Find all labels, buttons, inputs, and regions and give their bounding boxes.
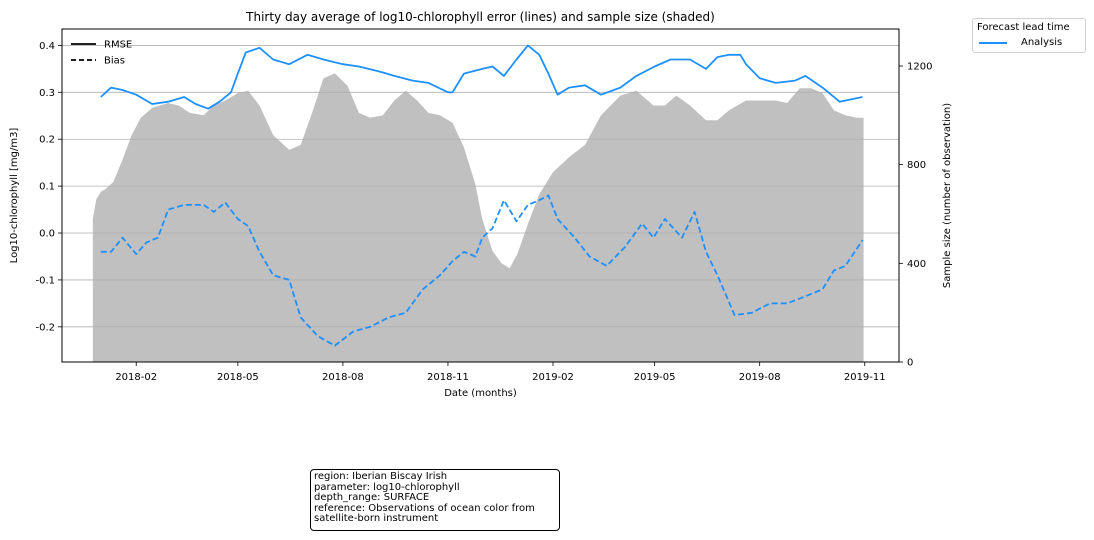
chart-title: Thirty day average of log10-chlorophyll … [245, 10, 715, 24]
info-depth-range: depth_range: SURFACE [314, 492, 430, 504]
x-tick-label: 2019-11 [844, 372, 886, 383]
y-tick-label: 0.2 [39, 135, 55, 146]
x-tick-label: 2018-05 [217, 372, 259, 383]
y-right-tick-label: 1200 [907, 62, 932, 73]
sample-size-area [92, 73, 864, 363]
x-tick-label: 2019-05 [634, 372, 676, 383]
lead-time-legend: Forecast lead time Analysis [972, 18, 1086, 53]
rmse-line [100, 44, 863, 110]
y-axis-label: Log10-chlorophyll [mg/m3] [9, 128, 20, 264]
x-tick-label: 2019-08 [739, 372, 781, 383]
y-tick-label: 0.4 [39, 41, 55, 52]
legend-title: Forecast lead time [977, 22, 1070, 33]
style-legend-bias-label: Bias [104, 56, 125, 67]
info-parameter: parameter: log10-chlorophyll [314, 481, 460, 493]
info-reference-line2: satellite-born instrument [314, 513, 439, 525]
plot-frame [61, 28, 900, 363]
info-region: region: Iberian Biscay Irish [314, 471, 448, 482]
y-right-axis-label: Sample size (number of observation) [942, 103, 953, 288]
x-tick-label: 2019-02 [532, 372, 574, 383]
legend-analysis-swatch [979, 42, 1007, 44]
y-tick-label: -0.2 [35, 322, 55, 333]
y-right-tick-label: 400 [907, 259, 926, 270]
y-tick-label: -0.1 [35, 275, 55, 286]
y-tick-label: 0.3 [39, 88, 55, 99]
style-legend-rmse-label: RMSE [104, 40, 132, 51]
x-tick-label: 2018-02 [115, 372, 157, 383]
y-tick-label: 0.0 [39, 229, 55, 240]
info-reference-line1: reference: Observations of ocean color f… [314, 502, 535, 514]
y-tick-label: 0.1 [39, 182, 55, 193]
bias-line [100, 194, 864, 347]
metadata-box: region: Iberian Biscay Irish parameter: … [310, 469, 560, 531]
x-axis-label: Date (months) [444, 388, 517, 399]
y-right-tick-label: 0 [907, 358, 913, 369]
y-right-tick-label: 800 [907, 160, 926, 171]
x-tick-label: 2018-08 [322, 372, 364, 383]
x-tick-label: 2018-11 [427, 372, 469, 383]
legend-analysis-label: Analysis [1021, 37, 1063, 48]
